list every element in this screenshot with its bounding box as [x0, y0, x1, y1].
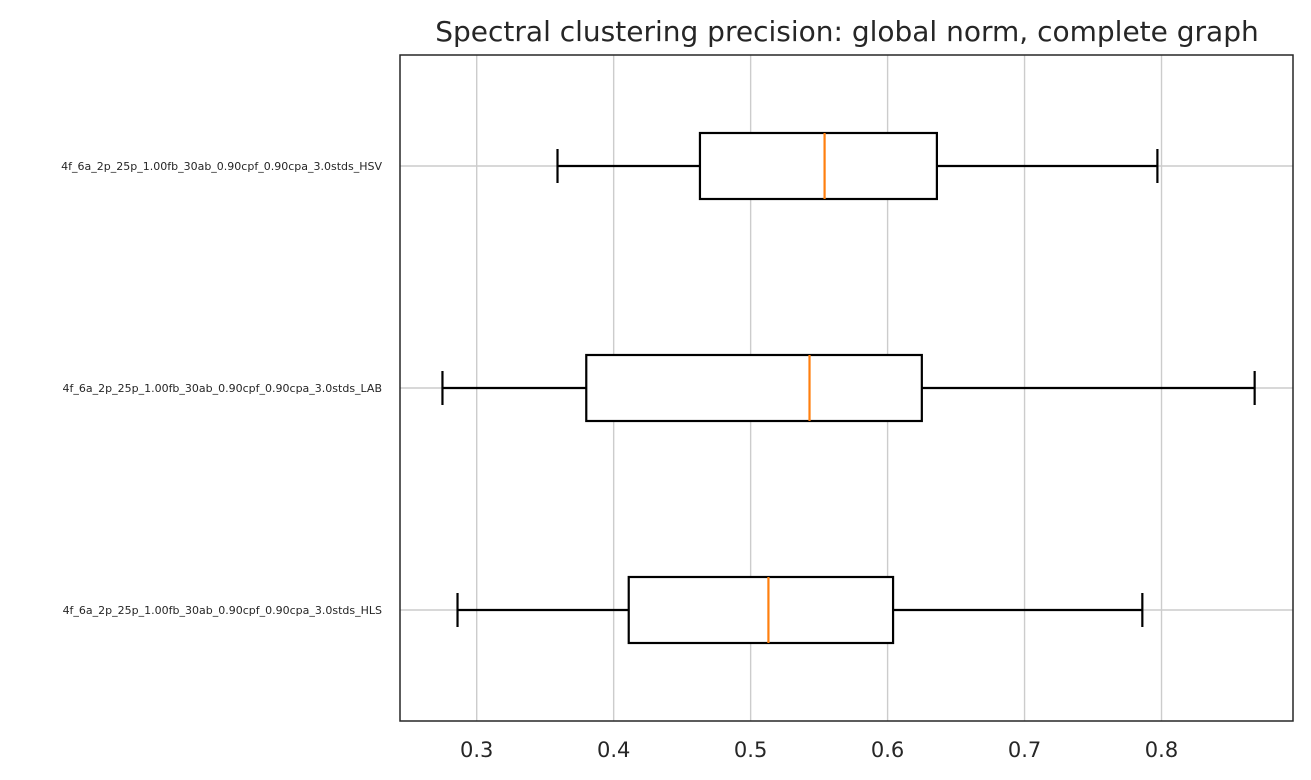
- iqr-box: [585, 353, 923, 423]
- y-tick-labels: 4f_6a_2p_25p_1.00fb_30ab_0.90cpf_0.90cpa…: [61, 160, 382, 617]
- box-group: [556, 131, 1159, 201]
- y-tick-label: 4f_6a_2p_25p_1.00fb_30ab_0.90cpf_0.90cpa…: [63, 604, 382, 617]
- y-tick-label: 4f_6a_2p_25p_1.00fb_30ab_0.90cpf_0.90cpa…: [61, 160, 382, 173]
- box-layer: [441, 131, 1256, 645]
- y-tick-label: 4f_6a_2p_25p_1.00fb_30ab_0.90cpf_0.90cpa…: [63, 382, 383, 395]
- x-tick-label: 0.3: [460, 738, 493, 762]
- x-tick-labels: 0.3 0.4 0.5 0.6 0.7 0.8: [460, 738, 1178, 762]
- iqr-box: [627, 575, 895, 645]
- x-tick-label: 0.4: [597, 738, 630, 762]
- x-tick-label: 0.5: [734, 738, 767, 762]
- chart-title: Spectral clustering precision: global no…: [435, 15, 1258, 48]
- x-tick-label: 0.8: [1145, 738, 1178, 762]
- plot-frame: [399, 54, 1294, 722]
- box-group: [441, 353, 1256, 423]
- box-group: [456, 575, 1144, 645]
- iqr-box: [698, 131, 938, 201]
- x-tick-label: 0.6: [871, 738, 904, 762]
- x-tick-label: 0.7: [1008, 738, 1041, 762]
